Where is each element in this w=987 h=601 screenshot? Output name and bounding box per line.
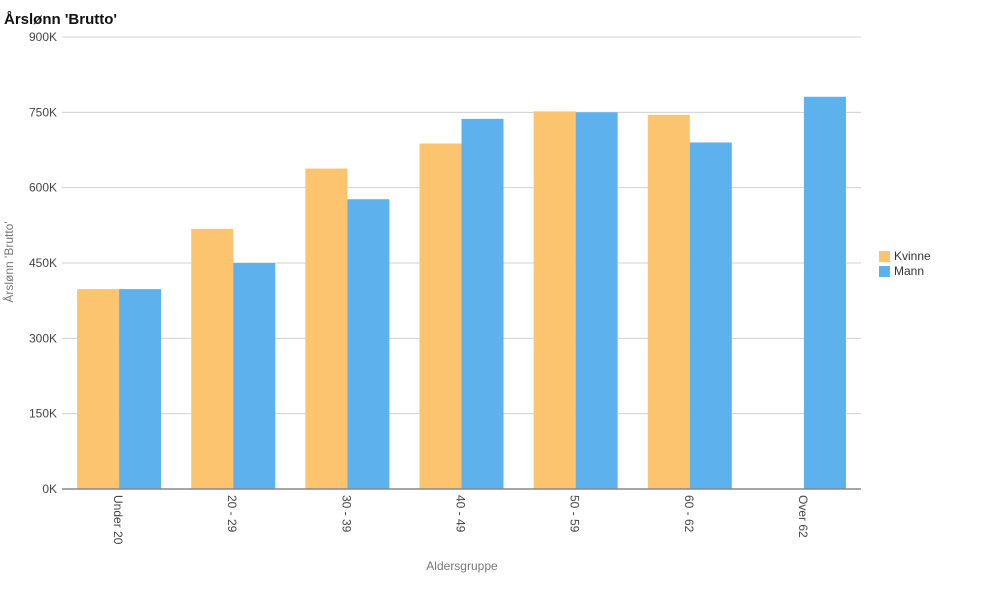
bar-mann [689, 142, 732, 489]
bar-mann [575, 112, 618, 489]
legend-label-mann: Mann [894, 264, 924, 278]
x-tick-label: Under 20 [111, 495, 125, 545]
y-tick-label: 600K [29, 181, 57, 195]
x-tick-label: 60 - 62 [682, 495, 696, 533]
y-tick-label: 0K [42, 482, 57, 496]
x-tick-label: 40 - 49 [454, 495, 468, 533]
bar-mann [233, 263, 276, 489]
bar-mann [347, 199, 390, 489]
y-axis-label: Årslønn 'Brutto' [1, 221, 16, 302]
bar-kvinne [647, 114, 690, 489]
bar-kvinne [77, 289, 120, 489]
y-tick-label: 150K [29, 407, 57, 421]
x-tick-label: 50 - 59 [568, 495, 582, 533]
bar-mann [803, 96, 846, 490]
bar-kvinne [305, 168, 348, 490]
y-tick-label: 300K [29, 331, 57, 345]
bar-mann [461, 118, 504, 490]
y-tick-label: 750K [29, 105, 57, 119]
legend-label-kvinne: Kvinne [894, 249, 931, 263]
bar-kvinne [419, 143, 462, 489]
x-tick-label: 30 - 39 [339, 495, 353, 533]
x-axis-label: Aldersgruppe [426, 559, 498, 573]
legend-swatch-mann [879, 266, 890, 277]
x-tick-label: 20 - 29 [225, 495, 239, 533]
legend-swatch-kvinne [879, 251, 890, 262]
x-tick-label: Over 62 [796, 495, 810, 538]
y-tick-label: 900K [29, 30, 57, 44]
bars [77, 96, 846, 490]
chart-title: Årslønn 'Brutto' [4, 11, 117, 28]
bar-kvinne [533, 111, 576, 489]
bar-kvinne [191, 228, 234, 490]
y-axis-ticks: 0K 150K 300K 450K 600K 750K 900K [29, 30, 57, 496]
y-tick-label: 450K [29, 256, 57, 270]
bar-mann [119, 289, 162, 489]
x-axis-ticks: Under 20 20 - 29 30 - 39 40 - 49 50 - 59 60 -… [111, 495, 810, 545]
